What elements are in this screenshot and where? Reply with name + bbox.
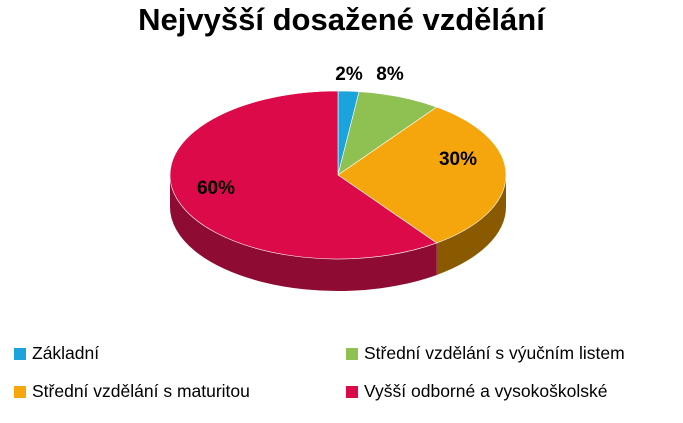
- data-label-vysokoskolske: 60%: [197, 178, 235, 199]
- slice-maturita-side: [436, 175, 506, 275]
- slice-vysokoskolske-side: [169, 175, 437, 292]
- data-label-zakladni: 2%: [335, 64, 363, 85]
- slice-vysokoskolske: [169, 90, 438, 260]
- chart-title: Nejvyšší dosažené vzdělání: [138, 2, 545, 37]
- slice-maturita: [337, 106, 507, 244]
- data-label-vyucni-list: 8%: [376, 64, 404, 85]
- data-label-maturita: 30%: [439, 149, 477, 170]
